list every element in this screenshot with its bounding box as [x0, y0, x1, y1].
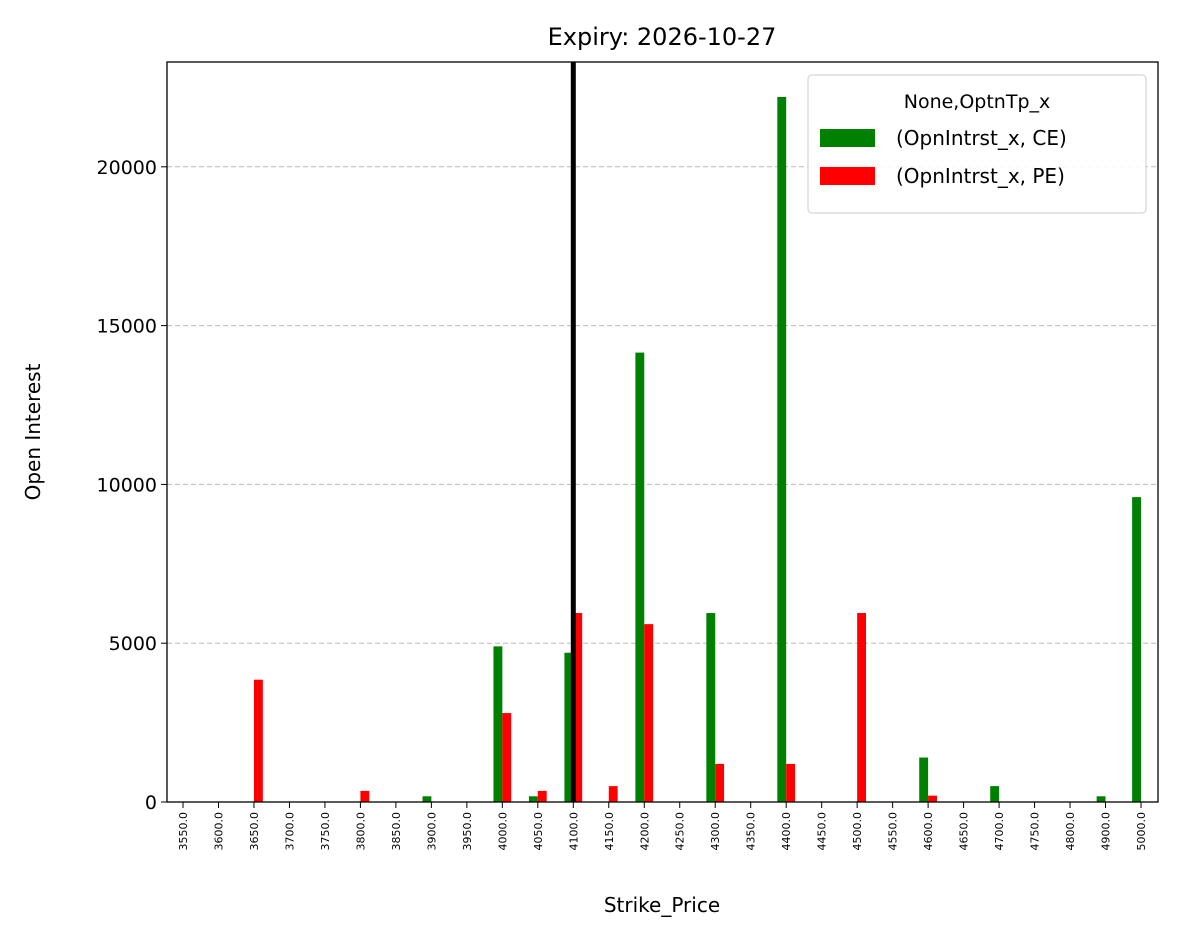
x-tick-label: 3900.0 — [425, 812, 438, 851]
bar — [253, 679, 263, 802]
x-tick-label: 3550.0 — [177, 812, 190, 851]
bar — [786, 763, 796, 802]
x-tick-label: 4200.0 — [638, 812, 651, 851]
y-tick-label: 0 — [145, 792, 157, 814]
x-tick-label: 4100.0 — [567, 812, 580, 851]
x-tick-label: 4800.0 — [1064, 812, 1077, 851]
y-axis-label: Open Interest — [21, 363, 45, 500]
x-tick-label: 3800.0 — [354, 812, 367, 851]
y-tick-label: 20000 — [97, 157, 157, 179]
x-axis-label: Strike_Price — [604, 893, 720, 917]
x-tick-label: 4750.0 — [1029, 812, 1042, 851]
x-tick-label: 4450.0 — [816, 812, 829, 851]
bar — [715, 763, 725, 802]
x-tick-label: 4150.0 — [603, 812, 616, 851]
bar — [502, 713, 512, 802]
x-tick-label: 5000.0 — [1135, 812, 1148, 851]
bar — [990, 786, 1000, 802]
x-tick-label: 4000.0 — [496, 812, 509, 851]
y-tick-label: 5000 — [109, 633, 157, 655]
x-tick-label: 4400.0 — [780, 812, 793, 851]
x-tick-label: 4600.0 — [922, 812, 935, 851]
legend-swatch — [820, 167, 875, 185]
bar — [644, 624, 654, 802]
bar — [635, 352, 645, 802]
bar — [528, 796, 538, 802]
x-tick-label: 3950.0 — [461, 812, 474, 851]
bar — [608, 786, 618, 802]
x-tick-label: 4700.0 — [993, 812, 1006, 851]
x-tick-label: 4050.0 — [532, 812, 545, 851]
y-tick-label: 10000 — [97, 474, 157, 496]
x-tick-label: 4500.0 — [851, 812, 864, 851]
x-tick-label: 4350.0 — [745, 812, 758, 851]
legend-label: (OpnIntrst_x, PE) — [896, 164, 1065, 188]
bar — [493, 646, 503, 802]
bar — [928, 795, 937, 802]
x-tick-label: 4550.0 — [887, 812, 900, 851]
x-tick-label: 3750.0 — [319, 812, 332, 851]
bar — [422, 796, 432, 802]
legend-title: None,OptnTp_x — [904, 91, 1051, 113]
bar — [1132, 497, 1141, 802]
legend-frame — [807, 74, 1147, 214]
chart-title: Expiry: 2026-10-27 — [548, 23, 777, 51]
x-tick-label: 4900.0 — [1100, 812, 1113, 851]
x-tick-label: 3700.0 — [283, 812, 296, 851]
bar — [777, 96, 787, 803]
x-tick-label: 3650.0 — [248, 812, 261, 851]
bar — [919, 757, 929, 802]
bar — [1096, 796, 1106, 802]
legend-swatch — [820, 129, 875, 147]
legend: None,OptnTp_x (OpnIntrst_x, CE) (OpnIntrst… — [807, 74, 1147, 214]
x-tick-label: 4250.0 — [674, 812, 687, 851]
legend-label: (OpnIntrst_x, CE) — [896, 126, 1067, 150]
x-tick-label: 4650.0 — [958, 812, 971, 851]
x-tick-label: 3600.0 — [212, 812, 225, 851]
bar — [360, 790, 370, 802]
bar — [857, 613, 867, 802]
bar — [573, 613, 583, 802]
x-tick-label: 3850.0 — [390, 812, 403, 851]
bar — [537, 790, 547, 802]
x-tick-label: 4300.0 — [709, 812, 722, 851]
plot-frame — [166, 61, 1159, 803]
bar — [564, 652, 574, 802]
y-tick-label: 15000 — [97, 316, 157, 338]
bar — [706, 613, 716, 802]
